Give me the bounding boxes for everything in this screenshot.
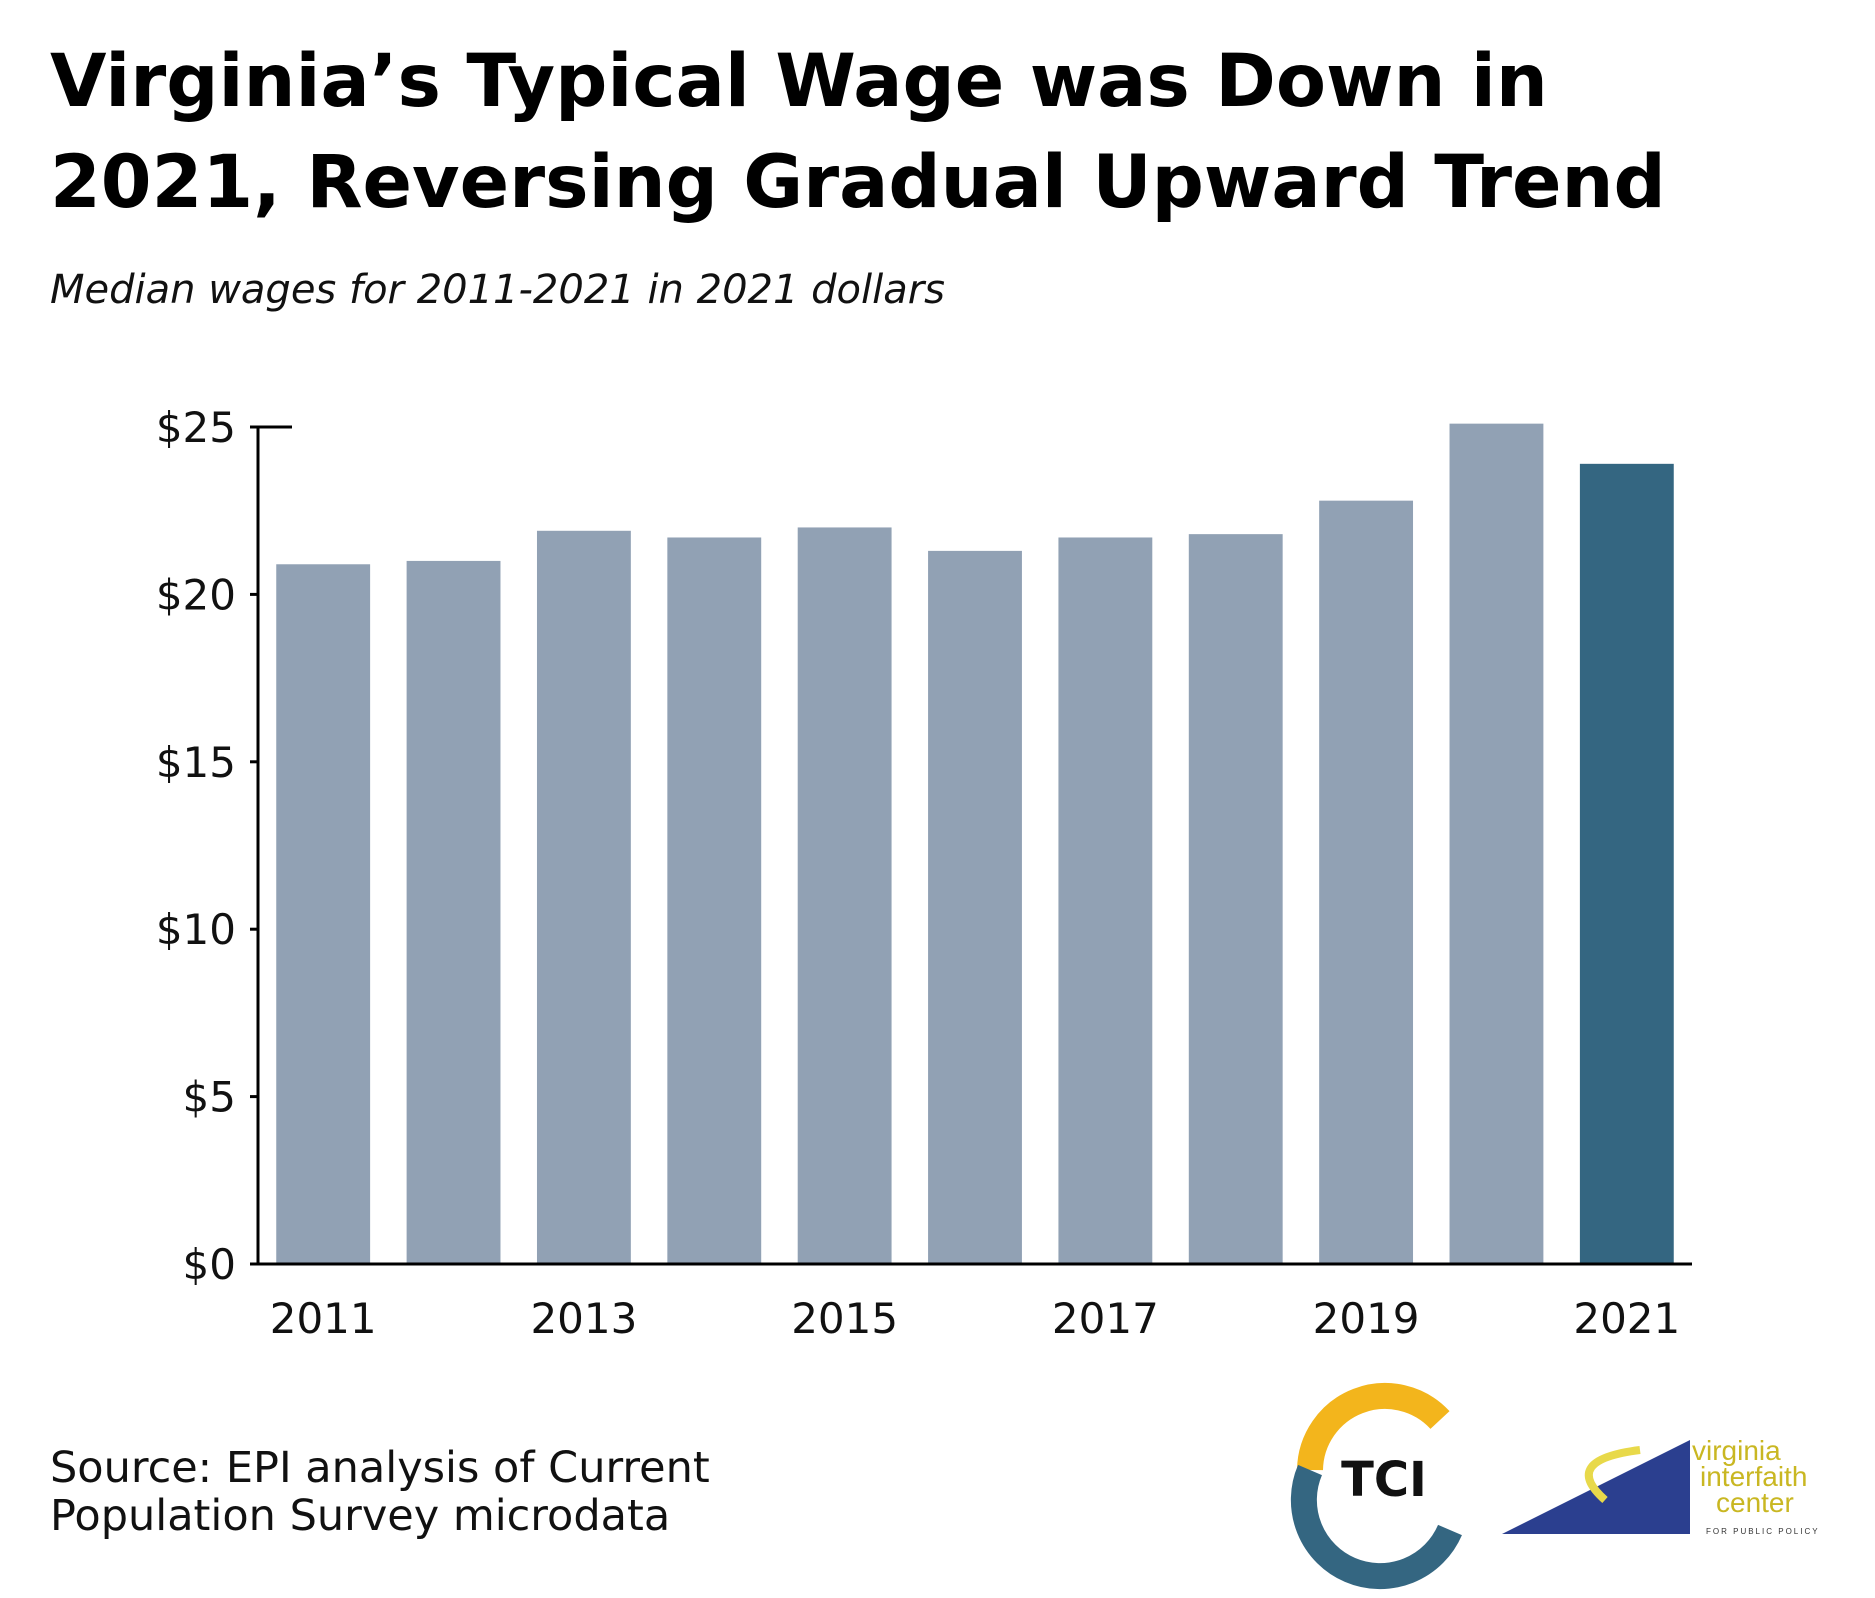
- logo-text: center: [1716, 1487, 1794, 1518]
- logo-arc: [1290, 1464, 1462, 1590]
- logo-arc: [1297, 1383, 1450, 1471]
- bar: [928, 550, 1022, 1264]
- tci-logo: TCI: [1290, 1383, 1462, 1590]
- x-tick-label: 2019: [1313, 1294, 1420, 1343]
- source: Population Survey microdata: [50, 1491, 670, 1541]
- bar: [276, 564, 371, 1264]
- y-tick-label: $15: [156, 738, 236, 787]
- logo-text: TCI: [1341, 1452, 1427, 1508]
- y-tick-label: $5: [183, 1073, 236, 1122]
- bar: [1058, 537, 1153, 1264]
- bar: [1188, 534, 1283, 1264]
- y-tick-label: $10: [156, 905, 236, 954]
- bar: [1319, 500, 1414, 1264]
- x-tick-label: 2013: [530, 1294, 637, 1343]
- logo-text: interfaith: [1700, 1461, 1807, 1492]
- bar: [667, 537, 762, 1264]
- bar: [536, 530, 631, 1264]
- chart-subtitle: Median wages for 2011-2021 in 2021 dolla…: [50, 267, 945, 313]
- vic-logo: virginia interfaith center FOR PUBLIC PO…: [1502, 1435, 1820, 1536]
- bar: [1579, 463, 1674, 1264]
- y-tick-label: $20: [156, 570, 236, 619]
- x-tick-label: 2015: [791, 1294, 898, 1343]
- logo-text: virginia: [1692, 1435, 1781, 1466]
- y-tick-label: $0: [183, 1240, 236, 1289]
- logo-circle: [1324, 1420, 1440, 1536]
- chart-title: Virginia’s Typical Wage was Down in: [50, 39, 1548, 124]
- logo-text: FOR PUBLIC POLICY: [1706, 1527, 1820, 1536]
- bar: [406, 560, 501, 1264]
- x-tick-label: 2011: [270, 1294, 377, 1343]
- bar: [1449, 423, 1544, 1265]
- x-tick-label: 2021: [1573, 1294, 1680, 1343]
- chart-title: 2021, Reversing Gradual Upward Trend: [50, 140, 1666, 225]
- y-tick-label: $25: [156, 403, 236, 452]
- logo-swoosh: [1584, 1446, 1641, 1503]
- x-tick-label: 2017: [1052, 1294, 1159, 1343]
- source: Source: EPI analysis of Current: [50, 1443, 710, 1493]
- bar: [797, 527, 892, 1264]
